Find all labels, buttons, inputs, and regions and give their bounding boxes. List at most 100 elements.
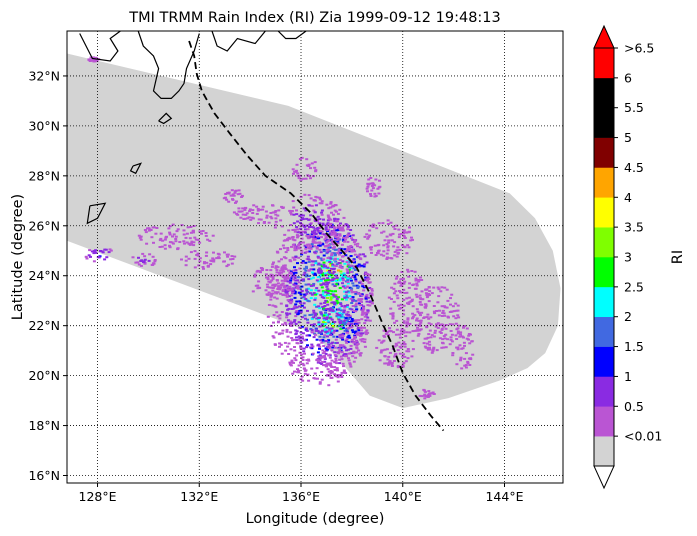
- rain-pixel: [309, 292, 312, 295]
- rain-pixel: [406, 321, 409, 324]
- rain-pixel: [206, 265, 210, 268]
- rain-pixel: [426, 313, 430, 316]
- rain-pixel: [209, 263, 213, 266]
- rain-pixel: [338, 258, 342, 261]
- rain-pixel: [286, 247, 290, 249]
- rain-pixel: [289, 279, 293, 282]
- rain-pixel: [153, 260, 157, 263]
- rain-pixel: [421, 298, 425, 301]
- rain-pixel: [432, 347, 436, 350]
- rain-pixel: [299, 174, 302, 177]
- rain-pixel: [347, 232, 351, 235]
- rain-pixel: [317, 323, 321, 326]
- rain-pixel: [307, 246, 311, 249]
- rain-pixel: [427, 322, 431, 325]
- rain-pixel: [319, 278, 323, 281]
- rain-pixel: [389, 234, 393, 237]
- rain-pixel: [339, 324, 343, 327]
- rain-pixel: [462, 341, 466, 344]
- rain-pixel: [433, 331, 437, 334]
- rain-pixel: [288, 209, 292, 212]
- rain-pixel: [380, 231, 384, 234]
- rain-pixel: [104, 248, 108, 251]
- rain-pixel: [407, 286, 411, 289]
- rain-pixel: [456, 309, 460, 312]
- rain-pixel: [352, 337, 356, 340]
- rain-pixel: [354, 299, 358, 302]
- rain-pixel: [344, 317, 348, 320]
- rain-pixel: [332, 271, 336, 273]
- rain-pixel: [398, 233, 401, 236]
- rain-pixel: [200, 232, 203, 235]
- rain-pixel: [326, 332, 330, 335]
- rain-pixel: [285, 305, 289, 308]
- rain-pixel: [343, 295, 347, 298]
- rain-pixel: [346, 240, 350, 243]
- rain-pixel: [287, 319, 290, 322]
- rain-pixel: [334, 274, 338, 277]
- rain-pixel: [360, 298, 364, 300]
- rain-pixel: [180, 224, 184, 227]
- rain-pixel: [269, 212, 273, 214]
- rain-pixel: [317, 268, 321, 271]
- rain-pixel: [296, 262, 299, 265]
- rain-pixel: [310, 204, 314, 207]
- rain-pixel: [351, 282, 355, 285]
- rain-pixel: [329, 331, 333, 334]
- rain-pixel: [374, 178, 378, 181]
- rain-pixel: [471, 353, 475, 356]
- rain-pixel: [271, 276, 275, 278]
- rain-pixel: [402, 321, 406, 324]
- rain-pixel: [345, 268, 349, 271]
- rain-pixel: [306, 309, 309, 312]
- rain-pixel: [261, 208, 265, 211]
- rain-pixel: [281, 244, 285, 247]
- rain-pixel: [369, 248, 373, 251]
- rain-pixel: [324, 237, 328, 239]
- rain-pixel: [314, 329, 318, 332]
- rain-pixel: [299, 218, 303, 221]
- rain-pixel: [311, 271, 314, 274]
- rain-pixel: [440, 327, 444, 330]
- rain-pixel: [315, 367, 319, 370]
- rain-pixel: [468, 342, 472, 345]
- rain-pixel: [292, 269, 296, 272]
- rain-pixel: [258, 270, 262, 273]
- rain-pixel: [283, 280, 287, 283]
- rain-pixel: [281, 323, 284, 326]
- rain-pixel: [168, 244, 171, 247]
- rain-pixel: [326, 251, 330, 254]
- rain-pixel: [329, 377, 333, 379]
- rain-pixel: [349, 365, 353, 368]
- rain-pixel: [346, 317, 350, 319]
- rain-pixel: [355, 324, 358, 327]
- rain-pixel: [336, 218, 340, 221]
- rain-pixel: [282, 247, 286, 250]
- rain-pixel: [331, 345, 335, 347]
- rain-pixel: [300, 296, 304, 299]
- rain-pixel: [458, 344, 462, 347]
- rain-pixel: [333, 232, 337, 234]
- rain-pixel: [304, 261, 308, 264]
- rain-pixel: [349, 267, 353, 270]
- rain-pixel: [452, 310, 456, 313]
- rain-pixel: [322, 258, 326, 261]
- rain-pixel: [289, 331, 293, 334]
- rain-pixel: [320, 293, 324, 296]
- rain-pixel: [291, 229, 295, 231]
- rain-pixel: [330, 318, 334, 321]
- rain-pixel: [348, 307, 352, 310]
- rain-pixel: [303, 339, 307, 342]
- rain-pixel: [252, 204, 256, 207]
- rain-pixel: [419, 321, 423, 324]
- rain-pixel: [324, 299, 328, 302]
- rain-pixel: [350, 322, 354, 325]
- rain-pixel: [335, 220, 338, 223]
- rain-pixel: [255, 270, 259, 273]
- rain-pixel: [168, 233, 172, 236]
- rain-pixel: [398, 307, 402, 310]
- rain-pixel: [466, 360, 470, 363]
- rain-pixel: [312, 233, 316, 236]
- rain-pixel: [329, 273, 333, 276]
- rain-pixel: [328, 309, 332, 312]
